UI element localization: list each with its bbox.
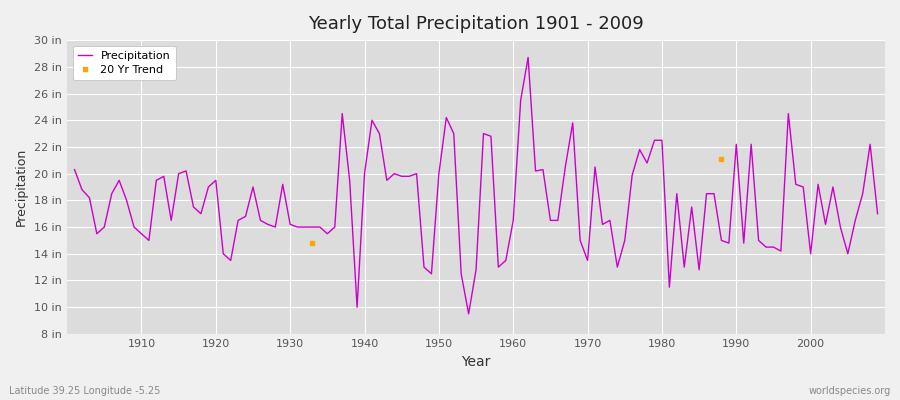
Text: worldspecies.org: worldspecies.org	[809, 386, 891, 396]
Precipitation	[464, 312, 474, 316]
Precipitation	[129, 225, 140, 230]
Text: Latitude 39.25 Longitude -5.25: Latitude 39.25 Longitude -5.25	[9, 386, 160, 396]
Precipitation	[523, 55, 534, 60]
Precipitation	[508, 218, 518, 223]
Precipitation	[872, 211, 883, 216]
Precipitation	[337, 111, 347, 116]
Legend: Precipitation, 20 Yr Trend: Precipitation, 20 Yr Trend	[73, 46, 176, 80]
Precipitation	[516, 98, 526, 103]
X-axis label: Year: Year	[462, 355, 490, 369]
Precipitation	[69, 167, 80, 172]
Title: Yearly Total Precipitation 1901 - 2009: Yearly Total Precipitation 1901 - 2009	[308, 15, 644, 33]
Precipitation	[292, 225, 303, 230]
Y-axis label: Precipitation: Precipitation	[15, 148, 28, 226]
Precipitation	[612, 265, 623, 270]
Line: Precipitation: Precipitation	[75, 58, 878, 314]
